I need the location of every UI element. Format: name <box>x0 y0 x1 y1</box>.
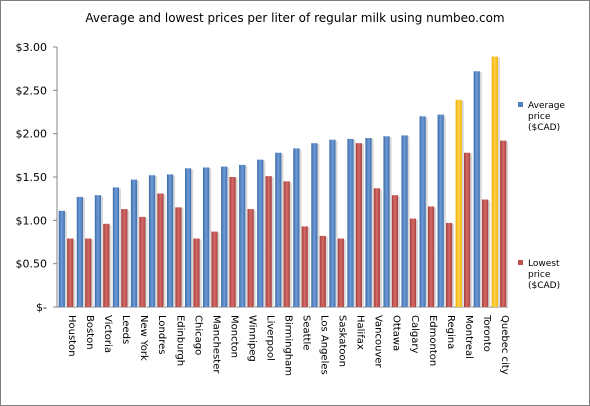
x-tick-label: Houston <box>66 315 77 357</box>
bar-lowest-chicago <box>193 238 200 307</box>
legend-label: price <box>528 112 551 122</box>
bar-lowest-halifax <box>355 143 362 307</box>
bar-average-boston <box>76 196 83 307</box>
bar-lowest-toronto <box>482 199 489 307</box>
y-tick-label: $1.00 <box>16 214 48 227</box>
bar-average-edinburgh <box>166 174 174 307</box>
x-tick-label: Birmingham <box>283 315 294 376</box>
y-tick-label: $2.00 <box>16 128 48 141</box>
bar-lowest-edinburgh <box>175 207 182 307</box>
bar-average-calgary <box>401 135 408 307</box>
x-tick-label: Halifax <box>355 315 366 350</box>
bar-lowest-londres <box>157 193 164 307</box>
bar-average-vancouver <box>365 138 372 307</box>
y-tick-label: $3.00 <box>16 41 48 54</box>
x-tick-label: New York <box>138 315 149 361</box>
bar-average-los-angeles <box>311 143 318 307</box>
x-tick-label: Quebec city <box>499 315 510 375</box>
x-tick-label: Edinburgh <box>174 315 185 366</box>
chart-title: Average and lowest prices per liter of r… <box>85 11 505 25</box>
bar-lowest-manchester <box>211 231 218 307</box>
bar-lowest-boston <box>85 238 92 307</box>
x-tick-label: Los Angeles <box>319 315 330 375</box>
x-tick-label: Winnipeg <box>246 315 257 362</box>
x-tick-label: Londres <box>156 315 167 354</box>
x-tick-label: Moncton <box>228 315 239 358</box>
bar-lowest-ottawa <box>391 195 399 307</box>
bar-lowest-houston <box>67 238 74 307</box>
y-tick-label: $- <box>36 301 47 314</box>
bar-lowest-los-angeles <box>319 235 326 307</box>
bar-average-halifax <box>347 138 354 307</box>
x-tick-label: Toronto <box>481 314 492 352</box>
bar-average-regina <box>437 114 444 307</box>
bar-lowest-liverpool <box>265 176 272 307</box>
bar-average-leeds <box>112 187 120 307</box>
x-tick-label: Edmonton <box>427 315 438 366</box>
bar-average-new-york <box>130 179 138 307</box>
bar-lowest-quebec-city <box>500 140 507 307</box>
x-tick-label: Seattle <box>301 315 312 350</box>
bar-average-edmonton <box>419 116 426 307</box>
legend-swatch-average <box>518 102 523 107</box>
bar-average-quebec-city <box>491 56 498 308</box>
bar-lowest-saskatoon <box>337 238 344 307</box>
bar-lowest-moncton <box>229 177 236 307</box>
y-tick-label: $1.50 <box>16 171 48 184</box>
bar-average-houston <box>58 210 65 307</box>
bar-lowest-montreal <box>464 152 471 307</box>
bar-average-toronto <box>473 71 480 308</box>
bar-average-liverpool <box>257 159 264 307</box>
bar-lowest-birmingham <box>283 181 290 307</box>
x-tick-label: Liverpool <box>264 315 275 361</box>
bar-average-montreal <box>455 99 462 307</box>
legend-label: ($CAD) <box>528 281 560 291</box>
bar-average-manchester <box>203 167 210 307</box>
legend-swatch-lowest <box>518 260 523 265</box>
bar-lowest-regina <box>445 222 453 307</box>
bar-average-victoria <box>94 195 101 307</box>
x-tick-label: Manchester <box>210 315 221 374</box>
x-tick-label: Victoria <box>102 315 113 353</box>
x-tick-label: Calgary <box>409 315 420 353</box>
bar-average-chicago <box>185 168 192 307</box>
bar-lowest-new-york <box>139 216 146 307</box>
y-tick-label: $0.50 <box>16 258 48 271</box>
bar-average-moncton <box>221 166 228 307</box>
bar-lowest-calgary <box>409 218 417 307</box>
x-tick-label: Montreal <box>463 315 474 359</box>
legend-label: ($CAD) <box>528 123 560 133</box>
bar-lowest-seattle <box>301 226 308 307</box>
x-tick-label: Saskatoon <box>337 315 348 367</box>
x-tick-label: Boston <box>84 315 95 350</box>
y-tick-label: $2.50 <box>16 84 48 97</box>
legend-label: price <box>528 270 551 280</box>
bar-average-winnipeg <box>239 164 246 307</box>
bar-lowest-victoria <box>103 223 110 307</box>
bar-average-londres <box>148 175 156 307</box>
bar-lowest-edmonton <box>427 206 435 307</box>
bar-average-seattle <box>293 148 300 307</box>
x-tick-label: Vancouver <box>373 315 384 369</box>
bar-lowest-vancouver <box>373 188 380 307</box>
legend-label: Average <box>528 101 565 111</box>
plot-area: $- $0.50 $1.00 $1.50 $2.00 $2.50 $3.00 Houston B… <box>16 41 566 376</box>
bar-average-ottawa <box>383 136 390 307</box>
bar-lowest-leeds <box>121 209 128 307</box>
x-tick-label: Regina <box>445 315 456 349</box>
bar-average-birmingham <box>275 152 282 307</box>
bar-average-saskatoon <box>329 139 336 307</box>
x-tick-label: Chicago <box>192 315 203 355</box>
legend-label: Lowest <box>528 259 560 269</box>
x-tick-label: Ottawa <box>391 315 402 351</box>
bar-lowest-winnipeg <box>247 209 254 307</box>
x-tick-label: Leeds <box>120 315 131 344</box>
